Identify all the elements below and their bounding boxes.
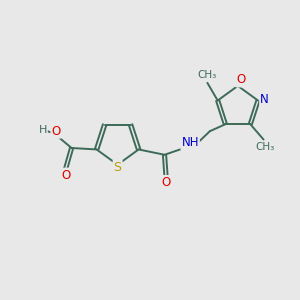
Text: O: O bbox=[61, 169, 70, 182]
Text: N: N bbox=[260, 92, 269, 106]
Text: O: O bbox=[51, 125, 61, 138]
Text: CH₃: CH₃ bbox=[198, 70, 217, 80]
Text: CH₃: CH₃ bbox=[255, 142, 274, 152]
Text: O: O bbox=[161, 176, 171, 189]
Text: H: H bbox=[38, 125, 47, 135]
Text: S: S bbox=[114, 160, 122, 174]
Text: O: O bbox=[236, 74, 245, 86]
Text: NH: NH bbox=[182, 136, 199, 149]
